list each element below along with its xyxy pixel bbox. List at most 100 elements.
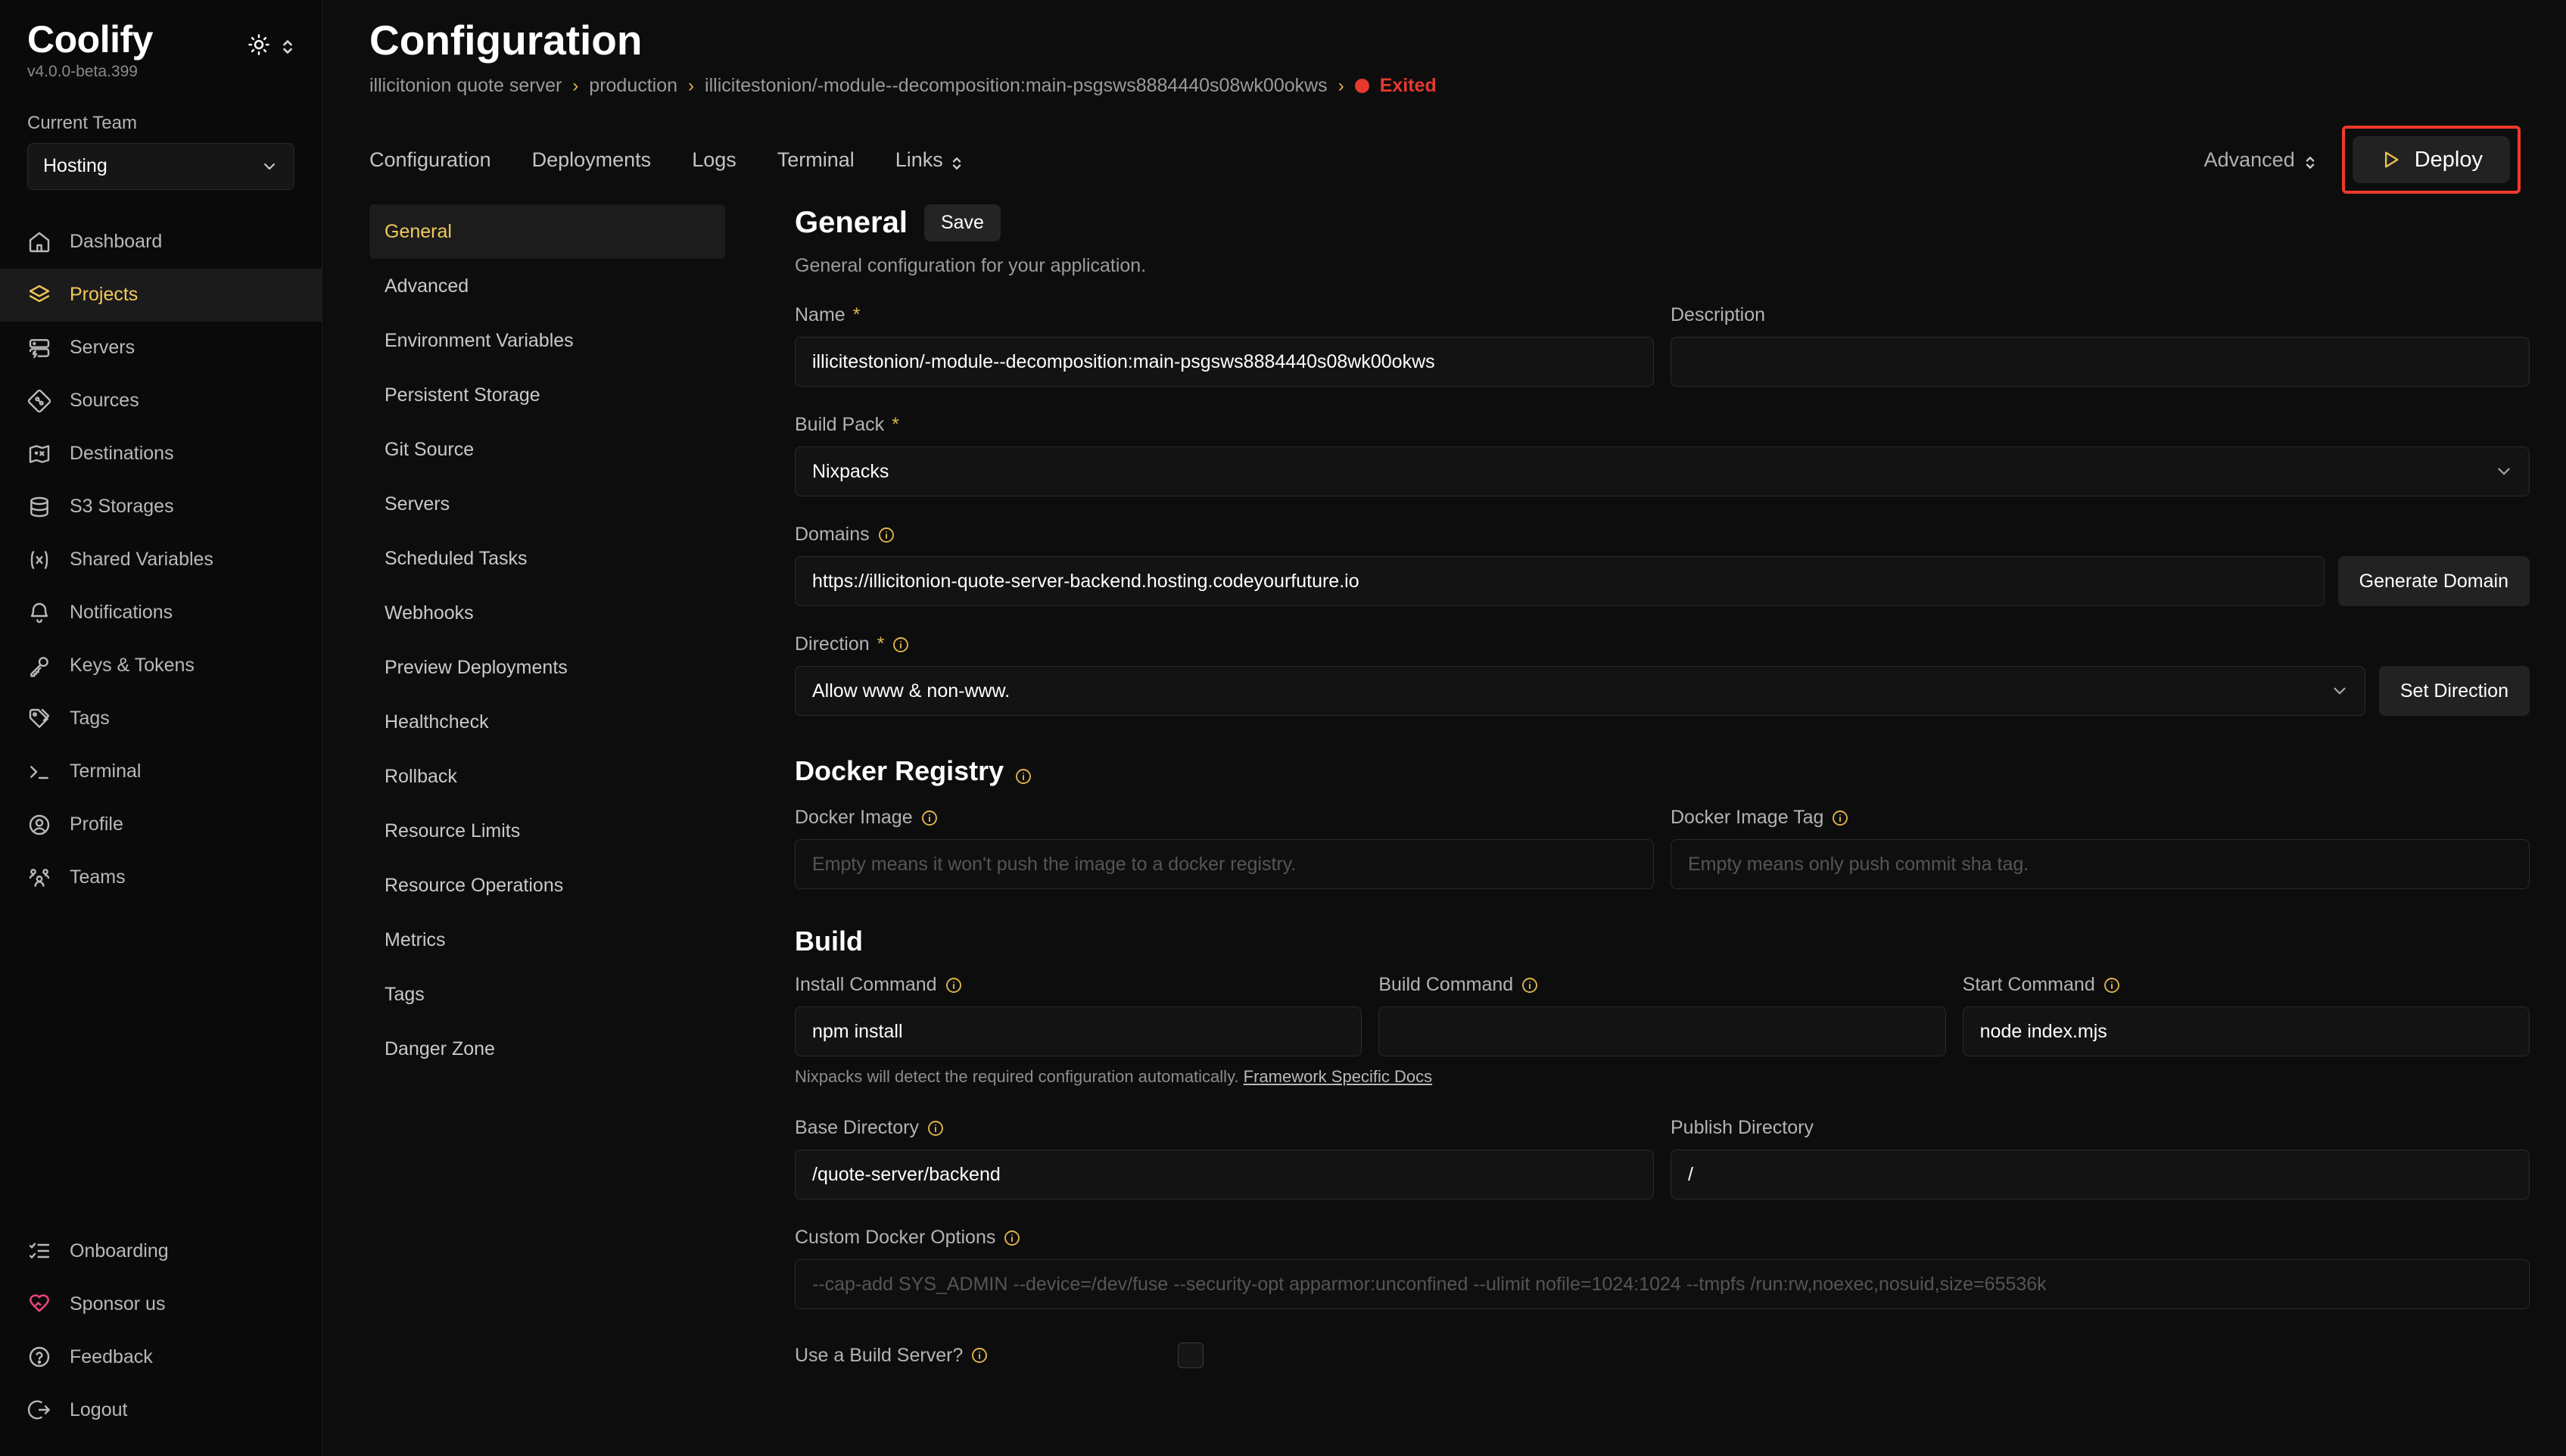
build-command-label: Build Command: [1378, 974, 1945, 996]
generate-domain-button[interactable]: Generate Domain: [2337, 556, 2530, 607]
settings-item-webhooks[interactable]: Webhooks: [369, 586, 725, 640]
advanced-dropdown[interactable]: Advanced: [2204, 148, 2316, 172]
info-icon[interactable]: [1014, 761, 1032, 785]
sidebar-item-sources[interactable]: Sources: [0, 375, 322, 428]
docker-image-label: Docker Image: [795, 807, 1654, 829]
info-icon[interactable]: [1521, 976, 1539, 994]
chevron-right-icon: ›: [572, 75, 579, 96]
settings-item-label: Environment Variables: [385, 329, 574, 351]
tab-links[interactable]: Links: [895, 148, 963, 172]
breadcrumb-environment[interactable]: production: [589, 75, 678, 97]
docker-image-field-group: Docker Image Empty means it won't push t…: [795, 807, 1654, 890]
breadcrumb-resource[interactable]: illicitestonion/-module--decomposition:m…: [705, 75, 1328, 97]
settings-item-servers[interactable]: Servers: [369, 477, 725, 531]
sidebar-item-feedback[interactable]: Feedback: [0, 1330, 322, 1383]
save-button[interactable]: Save: [923, 204, 1001, 242]
settings-item-resource-limits[interactable]: Resource Limits: [369, 804, 725, 858]
docker-image-input[interactable]: Empty means it won't push the image to a…: [795, 839, 1654, 890]
publish-directory-input[interactable]: /: [1671, 1150, 2530, 1200]
sidebar-item-profile[interactable]: Profile: [0, 798, 322, 851]
settings-item-metrics[interactable]: Metrics: [369, 913, 725, 967]
sidebar-item-logout[interactable]: Logout: [0, 1383, 322, 1436]
info-icon[interactable]: [877, 526, 895, 544]
general-subtitle: General configuration for your applicati…: [795, 255, 1147, 277]
domains-input[interactable]: https://illicitonion-quote-server-backen…: [795, 556, 2325, 607]
advanced-label: Advanced: [2203, 148, 2295, 171]
chevron-up-down-icon[interactable]: [281, 33, 294, 56]
settings-item-rollback[interactable]: Rollback: [369, 749, 725, 804]
sidebar-item-destinations[interactable]: Destinations: [0, 428, 322, 481]
info-icon[interactable]: [2103, 976, 2121, 994]
install-command-input[interactable]: npm install: [795, 1006, 1362, 1057]
sidebar-item-keys-tokens[interactable]: Keys & Tokens: [0, 639, 322, 692]
docker-image-tag-label-text: Docker Image Tag: [1671, 807, 1824, 829]
name-description-row: Name * illicitestonion/-module--decompos…: [795, 304, 2530, 387]
sidebar-item-dashboard[interactable]: Dashboard: [0, 216, 322, 269]
settings-item-label: Advanced: [385, 275, 469, 297]
tab-terminal[interactable]: Terminal: [777, 148, 855, 172]
settings-item-danger-zone[interactable]: Danger Zone: [369, 1022, 725, 1076]
sidebar-item-terminal[interactable]: Terminal: [0, 745, 322, 798]
deploy-button[interactable]: Deploy: [2352, 136, 2510, 184]
sidebar-item-sponsor-us[interactable]: Sponsor us: [0, 1277, 322, 1330]
tab-label: Configuration: [369, 148, 491, 171]
docker-registry-title: Docker Registry: [795, 755, 2530, 787]
settings-item-scheduled-tasks[interactable]: Scheduled Tasks: [369, 531, 725, 586]
sidebar-item-label: Shared Variables: [70, 549, 213, 570]
sidebar-item-tags[interactable]: Tags: [0, 692, 322, 745]
settings-item-general[interactable]: General: [369, 204, 725, 260]
tab-deployments[interactable]: Deployments: [532, 148, 652, 172]
team-selector[interactable]: Hosting: [27, 142, 294, 190]
buildpack-select[interactable]: Nixpacks: [795, 446, 2530, 497]
start-command-label-text: Start Command: [1962, 974, 2095, 996]
info-icon[interactable]: [926, 1119, 945, 1137]
settings-item-advanced[interactable]: Advanced: [369, 259, 725, 313]
description-field-group: Description: [1671, 304, 2530, 387]
tab-logs[interactable]: Logs: [692, 148, 736, 172]
start-command-input[interactable]: node index.mjs: [1962, 1006, 2530, 1057]
settings-item-git-source[interactable]: Git Source: [369, 422, 725, 477]
breadcrumb-project[interactable]: illicitonion quote server: [369, 75, 562, 97]
home-icon: [27, 230, 51, 254]
docker-image-label-text: Docker Image: [795, 807, 913, 829]
sidebar-item-label: Keys & Tokens: [70, 655, 195, 676]
sidebar-item-servers[interactable]: Servers: [0, 322, 322, 375]
tab-configuration[interactable]: Configuration: [369, 148, 491, 172]
set-direction-button[interactable]: Set Direction: [2378, 666, 2530, 717]
info-icon[interactable]: [1831, 809, 1849, 827]
sun-icon[interactable]: [248, 33, 270, 56]
docker-image-tag-input[interactable]: Empty means only push commit sha tag.: [1671, 839, 2530, 890]
chevron-up-down-icon: [2304, 151, 2316, 170]
info-icon[interactable]: [970, 1346, 989, 1364]
custom-docker-options-input[interactable]: --cap-add SYS_ADMIN --device=/dev/fuse -…: [795, 1259, 2530, 1310]
settings-item-preview-deployments[interactable]: Preview Deployments: [369, 640, 725, 695]
info-icon[interactable]: [945, 976, 963, 994]
direction-select[interactable]: Allow www & non-www.: [795, 666, 2365, 717]
info-icon[interactable]: [920, 809, 939, 827]
sidebar-item-teams[interactable]: Teams: [0, 851, 322, 904]
framework-docs-link[interactable]: Framework Specific Docs: [1243, 1067, 1433, 1087]
custom-docker-options-label-text: Custom Docker Options: [795, 1227, 996, 1249]
sidebar-item-onboarding[interactable]: Onboarding: [0, 1224, 322, 1277]
settings-item-persistent-storage[interactable]: Persistent Storage: [369, 368, 725, 422]
sidebar-item-notifications[interactable]: Notifications: [0, 586, 322, 639]
direction-row: Allow www & non-www. Set Direction: [795, 666, 2530, 717]
general-form: General Save General configuration for y…: [748, 204, 2566, 1369]
sidebar-item-shared-variables[interactable]: Shared Variables: [0, 534, 322, 586]
tab-label: Deployments: [531, 148, 652, 171]
variable-icon: [27, 548, 51, 572]
settings-item-healthcheck[interactable]: Healthcheck: [369, 695, 725, 749]
settings-item-environment-variables[interactable]: Environment Variables: [369, 313, 725, 368]
sidebar-item-s3-storages[interactable]: S3 Storages: [0, 481, 322, 534]
build-command-input[interactable]: [1378, 1006, 1946, 1057]
settings-item-resource-operations[interactable]: Resource Operations: [369, 858, 725, 913]
description-input[interactable]: [1671, 337, 2530, 387]
build-server-checkbox[interactable]: [1178, 1342, 1204, 1369]
info-icon[interactable]: [892, 636, 910, 654]
sidebar-item-projects[interactable]: Projects: [0, 268, 322, 322]
settings-item-tags[interactable]: Tags: [369, 967, 725, 1022]
build-server-label-text: Use a Build Server?: [795, 1344, 964, 1366]
info-icon[interactable]: [1003, 1229, 1021, 1247]
name-input[interactable]: illicitestonion/-module--decomposition:m…: [795, 337, 1654, 387]
base-directory-input[interactable]: /quote-server/backend: [795, 1150, 1654, 1200]
